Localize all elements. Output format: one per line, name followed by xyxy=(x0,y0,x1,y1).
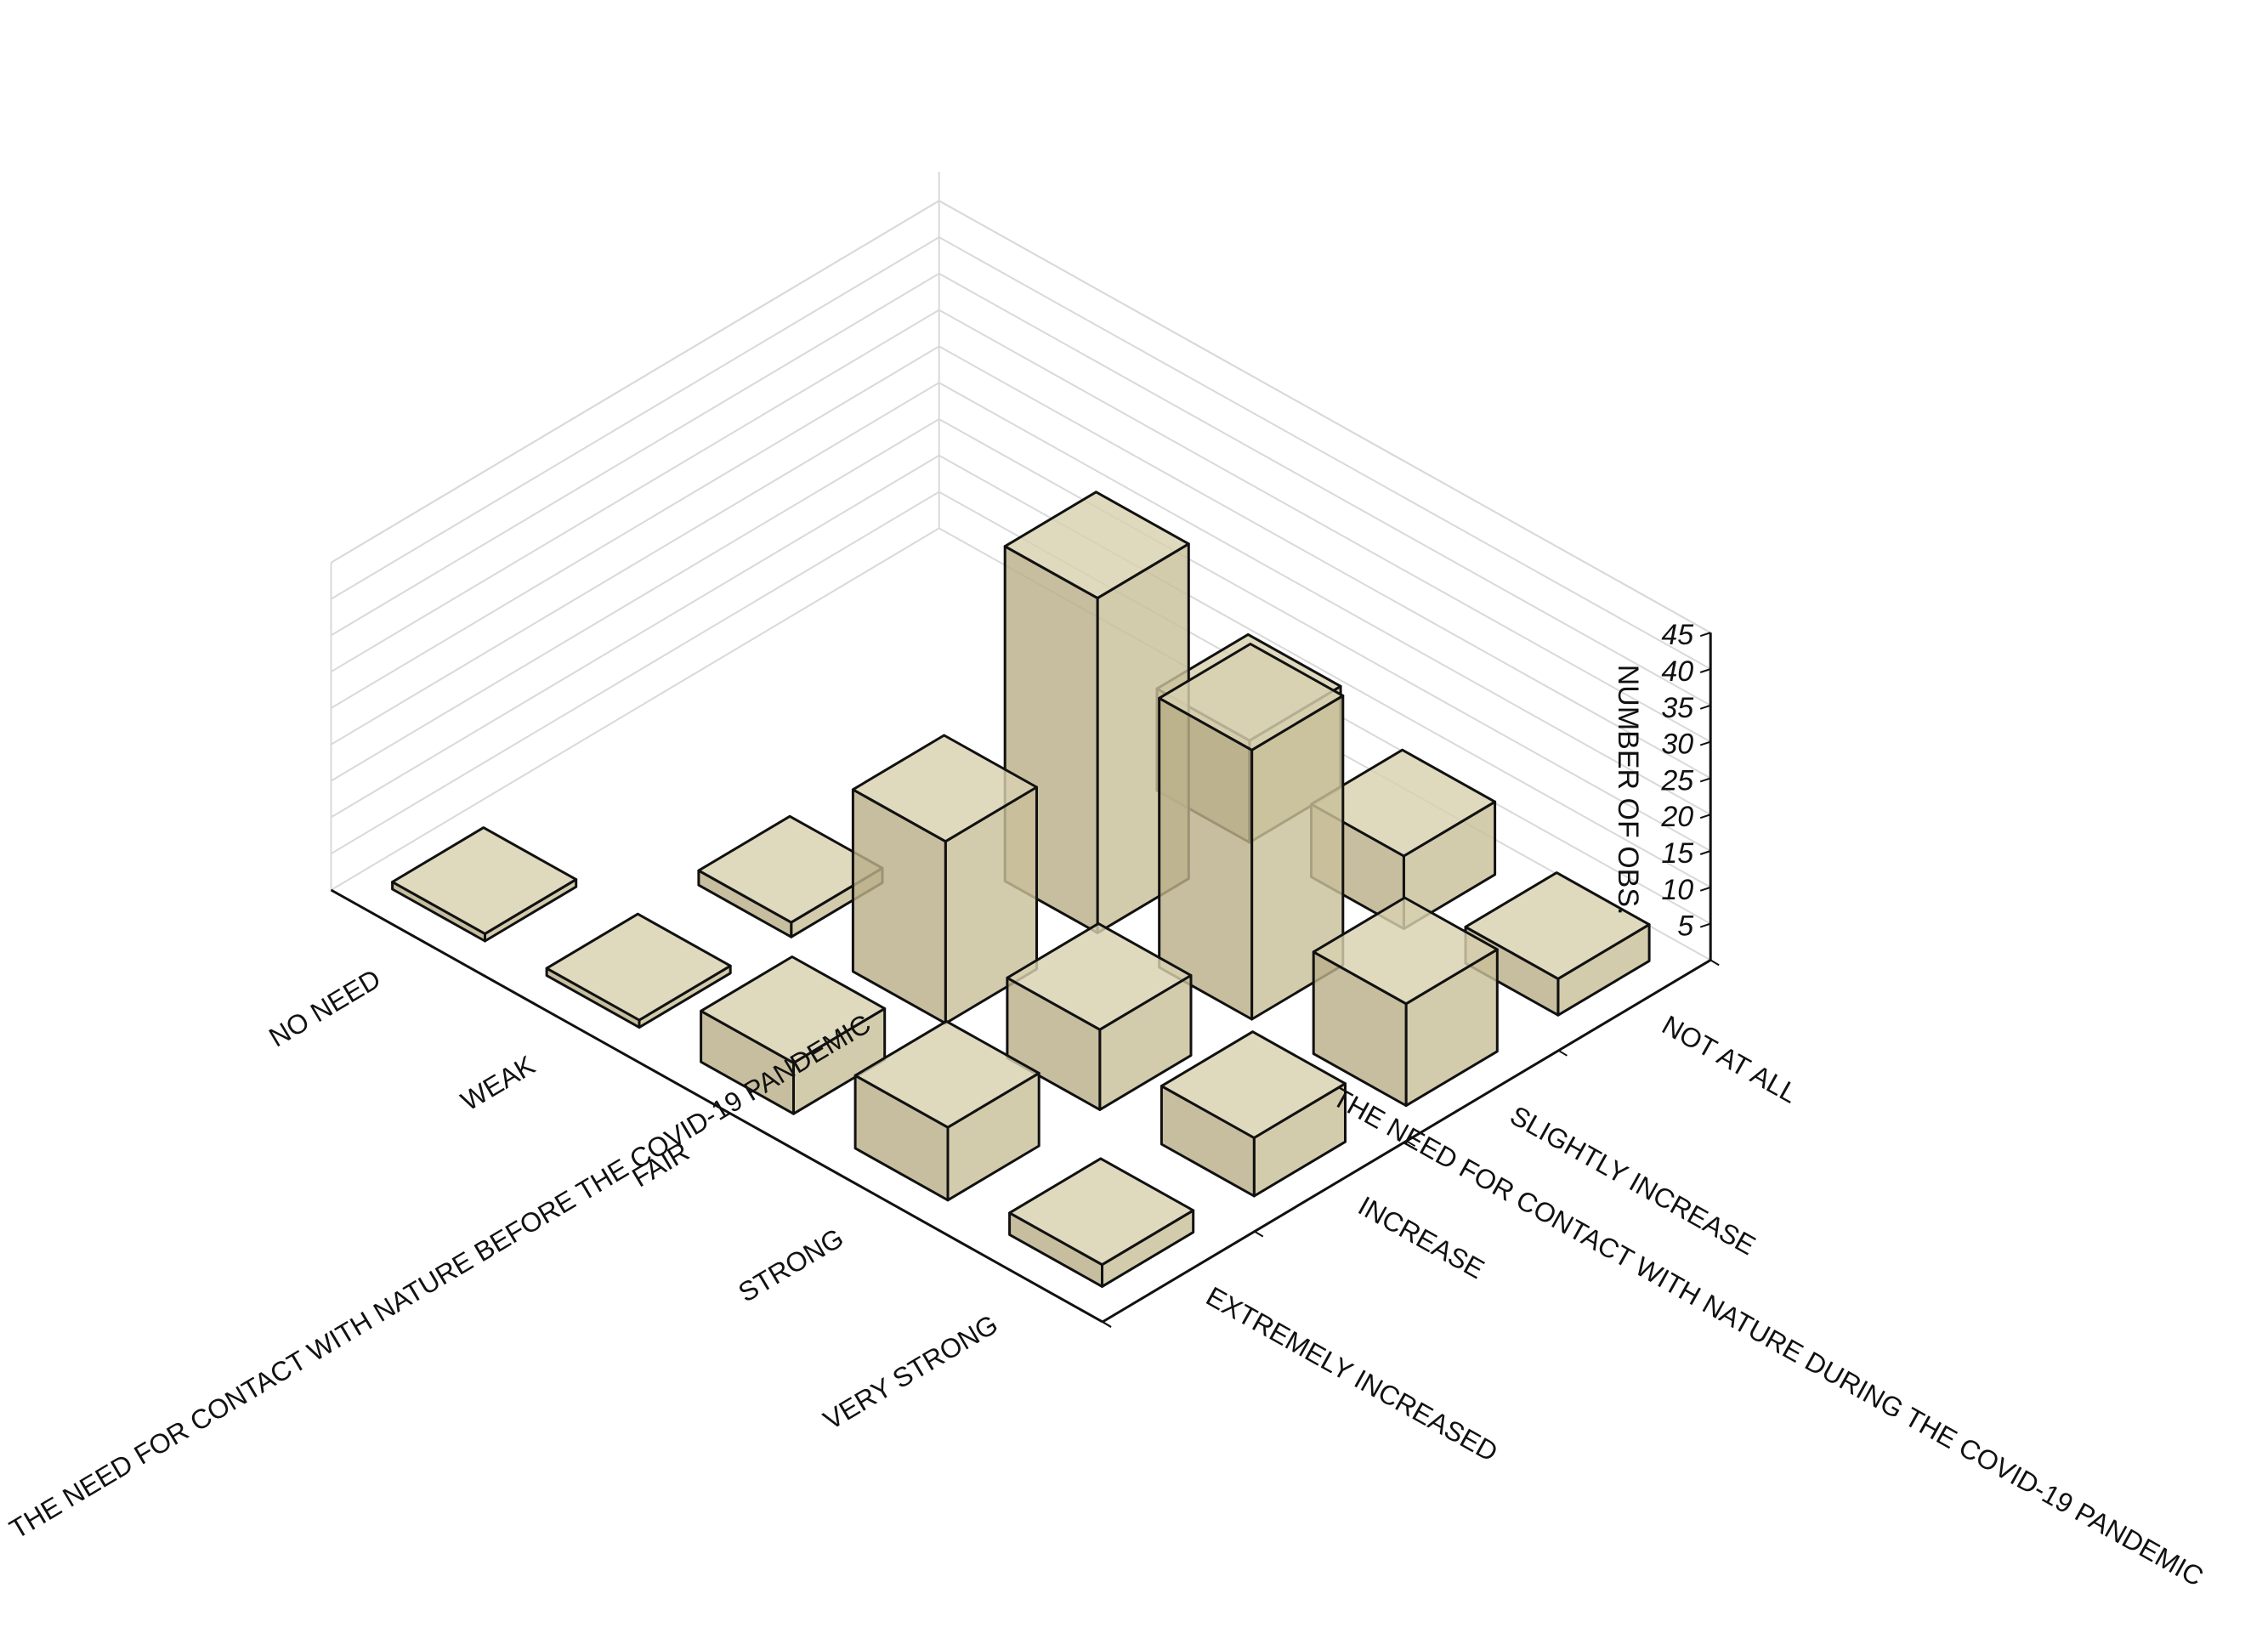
z-tick xyxy=(1699,740,1711,746)
x-tick xyxy=(947,1234,958,1242)
x-tick xyxy=(638,1062,649,1069)
bar-x3-y2 xyxy=(1006,921,1193,1111)
z-tick xyxy=(1699,704,1711,710)
bar-top xyxy=(1464,871,1651,980)
axes xyxy=(330,632,1720,1328)
y-axis-line xyxy=(330,888,1103,1324)
z-tick-label: 45 xyxy=(1661,619,1693,651)
z-tick xyxy=(1699,850,1711,855)
y-category-label: INCREASE xyxy=(1353,1190,1489,1284)
bar-top xyxy=(1008,1157,1195,1267)
bar-x3-y1 xyxy=(1158,643,1345,1021)
x-tick xyxy=(330,889,341,896)
z-tick-label: 40 xyxy=(1661,655,1693,688)
bar-x2-y3 xyxy=(700,955,887,1115)
z-tick-label: 25 xyxy=(1660,764,1693,797)
y-axis-title: THE NEED FOR CONTACT WITH NATURE DURING … xyxy=(1328,1081,2208,1592)
y-tick xyxy=(1102,1321,1112,1328)
bar-top xyxy=(1312,896,1499,1006)
y-tick xyxy=(1557,1049,1568,1057)
x-tick xyxy=(793,1148,803,1155)
z-axis-title: NUMBER OF OBS. xyxy=(1612,665,1644,916)
bar-top xyxy=(851,734,1038,843)
bar-top xyxy=(1006,921,1193,1031)
y-tick xyxy=(1710,959,1720,967)
z-tick xyxy=(1699,668,1711,673)
bar-x2-y2 xyxy=(851,734,1038,1025)
z-tick-label: 15 xyxy=(1661,837,1693,870)
bar-top xyxy=(1158,643,1345,751)
bar-x4-y1 xyxy=(1312,896,1499,1108)
bar-x1-y3 xyxy=(545,912,732,1029)
bar-x4-y2 xyxy=(1160,1030,1347,1198)
y-category-label: NOT AT ALL xyxy=(1657,1009,1802,1109)
bar-top xyxy=(700,955,887,1064)
z-tick-label: 5 xyxy=(1677,910,1693,943)
z-tick-label: 20 xyxy=(1660,801,1693,833)
bar-top xyxy=(853,1019,1040,1129)
bar-x3-y3 xyxy=(853,1019,1040,1202)
y-tick xyxy=(1254,1230,1264,1238)
x-category-label: VERY STRONG xyxy=(818,1308,1003,1436)
bar-top xyxy=(1160,1030,1347,1139)
z-tick xyxy=(1699,922,1711,928)
z-tick xyxy=(1699,777,1711,783)
y-category-label: EXTREMELY INCREASED xyxy=(1201,1280,1503,1467)
bar-top xyxy=(697,814,884,924)
bar-top xyxy=(1003,490,1190,600)
y-category-label: SLIGHTLY INCREASE xyxy=(1505,1100,1761,1262)
bars xyxy=(391,490,1651,1288)
z-tick-label: 35 xyxy=(1661,692,1693,724)
x-category-label: NO NEED xyxy=(264,963,386,1053)
bar-x4-y3 xyxy=(1008,1157,1195,1288)
x-category-label: WEAK xyxy=(456,1049,540,1116)
bar-top xyxy=(545,912,732,1022)
x-tick xyxy=(485,975,495,983)
y-tick xyxy=(1406,1140,1416,1148)
bar-top xyxy=(391,826,578,935)
z-tick xyxy=(1699,886,1711,892)
bar-x0-y3 xyxy=(391,826,578,943)
z-tick xyxy=(1699,632,1711,638)
z-tick-label: 30 xyxy=(1661,729,1693,761)
x-category-label: STRONG xyxy=(733,1222,848,1308)
z-tick xyxy=(1699,814,1711,819)
z-tick-label: 10 xyxy=(1661,874,1693,906)
